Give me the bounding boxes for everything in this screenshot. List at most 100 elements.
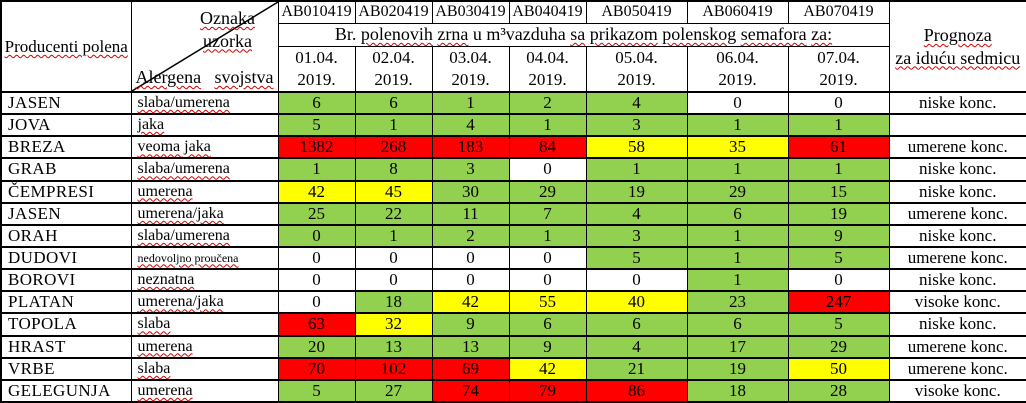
pollen-count-cell: 84 [508,135,587,159]
producer-name: VRBE [0,356,132,381]
pollen-count-cell: 6 [686,312,789,337]
pollen-count-cell: 7 [508,201,587,226]
pollen-count-cell: 0 [508,268,587,292]
pollen-count-cell: 6 [686,201,789,226]
pollen-count-cell: 0 [508,245,587,270]
sample-code: AB060419 [686,0,789,24]
forecast-label-line1: Prognoza [923,25,992,45]
producer-name: JASEN [0,90,132,115]
pollen-count-cell: 6 [508,312,587,337]
allergen-strength: umerena/jaka [130,201,279,226]
pollen-count-cell: 17 [686,334,789,359]
pollen-count-cell: 23 [686,290,789,314]
producer-name: ORAH [0,223,132,248]
date-header: 01.04. 2019. [277,45,356,93]
producer-name: BREZA [0,135,132,159]
producer-name: BOROVI [0,268,132,292]
pollen-count-cell: 0 [277,245,356,270]
pollen-count-cell: 1 [277,157,356,182]
table-row: ČEMPRESI umerena 42 45 30 29 19 29 15 niske konc. [0,179,1026,204]
pollen-count-cell: 102 [354,356,433,381]
producer-name: JOVA [0,113,132,137]
table-row: JASEN umerena/jaka 25 22 11 7 4 6 19 umerene konc… [0,201,1026,226]
header-producers: Producenti polena [0,0,132,93]
date-header: 07.04. 2019. [787,45,890,93]
pollen-count-cell: 21 [585,356,688,381]
caption-word: polenovih [360,24,433,44]
caption-word: prikazom [589,24,658,44]
pollen-count-cell: 8 [354,157,433,182]
forecast-cell: visoke konc. [888,290,1026,314]
date-header: 06.04. 2019. [686,45,789,93]
pollen-count-cell: 268 [354,135,433,159]
pollen-count-cell: 5 [787,312,890,337]
allergen-strength: umerena [130,378,279,403]
count-caption: Br. polenovih zrna u m³vazduha sa prikaz… [277,22,890,47]
caption-word: sa [570,24,586,44]
forecast-cell: niske konc. [888,157,1026,182]
pollen-count-cell: 13 [431,334,510,359]
header-sample-allergen-diagonal: Oznaka uzorka Alergena svojstva [130,0,279,93]
caption-word: Br. [334,24,357,44]
pollen-count-cell: 5 [277,113,356,137]
allergen-strength: jaka [130,113,279,137]
pollen-count-cell: 0 [787,90,890,115]
table-row: JASEN slaba/umerena 6 6 1 2 4 0 0 niske konc. [0,90,1026,115]
pollen-count-cell: 55 [508,290,587,314]
sample-code: AB010419 [277,0,356,24]
pollen-count-cell: 19 [787,201,890,226]
forecast-cell: niske konc. [888,312,1026,337]
header-producers-label: Producenti polena [4,36,128,56]
pollen-count-cell: 247 [787,290,890,314]
sample-code: AB050419 [585,0,688,24]
pollen-count-cell: 0 [277,223,356,248]
pollen-count-cell: 29 [508,179,587,204]
pollen-count-cell: 79 [508,378,587,403]
pollen-count-cell: 1 [787,157,890,182]
pollen-count-cell: 74 [431,378,510,403]
forecast-cell: umerene konc. [888,334,1026,359]
pollen-count-cell: 42 [277,179,356,204]
producer-name: ČEMPRESI [0,179,132,204]
pollen-count-cell: 45 [354,179,433,204]
pollen-count-cell: 11 [431,201,510,226]
sample-code-label: Oznaka uzorka [200,8,255,51]
pollen-count-cell: 42 [431,290,510,314]
pollen-count-cell: 1382 [277,135,356,159]
pollen-count-cell: 183 [431,135,510,159]
table-row: VRBE slaba 70 102 69 42 21 19 50 umerene konc. [0,356,1026,381]
table-row: BREZA veoma jaka 1382 268 183 84 58 35 61 umerene… [0,135,1026,159]
forecast-cell: niske konc. [888,90,1026,115]
allergen-strength: slaba [130,312,279,337]
pollen-count-cell: 5 [787,245,890,270]
forecast-cell: niske konc. [888,223,1026,248]
pollen-count-cell: 18 [686,378,789,403]
sample-code: AB040419 [508,0,587,24]
table-row: GELEGUNJA umerena 5 27 74 79 86 18 28 visoke konc… [0,378,1026,403]
pollen-count-cell: 1 [787,113,890,137]
pollen-count-cell: 69 [431,356,510,381]
pollen-count-cell: 18 [354,290,433,314]
pollen-count-cell: 35 [686,135,789,159]
caption-word: m³vazduha [486,24,566,44]
producer-name: HRAST [0,334,132,359]
pollen-count-cell: 63 [277,312,356,337]
pollen-count-cell: 0 [277,268,356,292]
table-row: TOPOLA slaba 63 32 9 6 6 6 5 niske konc. [0,312,1026,337]
allergen-properties-label: Alergena svojstva [136,67,274,88]
allergen-word-1: Alergena [135,67,202,87]
pollen-count-cell: 9 [431,312,510,337]
table-row: ORAH slaba/umerena 0 1 2 1 3 1 9 niske konc. [0,223,1026,248]
pollen-count-cell: 1 [686,245,789,270]
forecast-cell: umerene konc. [888,135,1026,159]
producer-name: TOPOLA [0,312,132,337]
pollen-count-cell: 5 [585,245,688,270]
pollen-count-cell: 3 [585,113,688,137]
pollen-count-cell: 6 [354,90,433,115]
pollen-count-cell: 9 [508,334,587,359]
forecast-cell: niske konc. [888,179,1026,204]
pollen-count-cell: 1 [354,223,433,248]
pollen-count-cell: 3 [431,157,510,182]
producer-name: DUDOVI [0,245,132,270]
